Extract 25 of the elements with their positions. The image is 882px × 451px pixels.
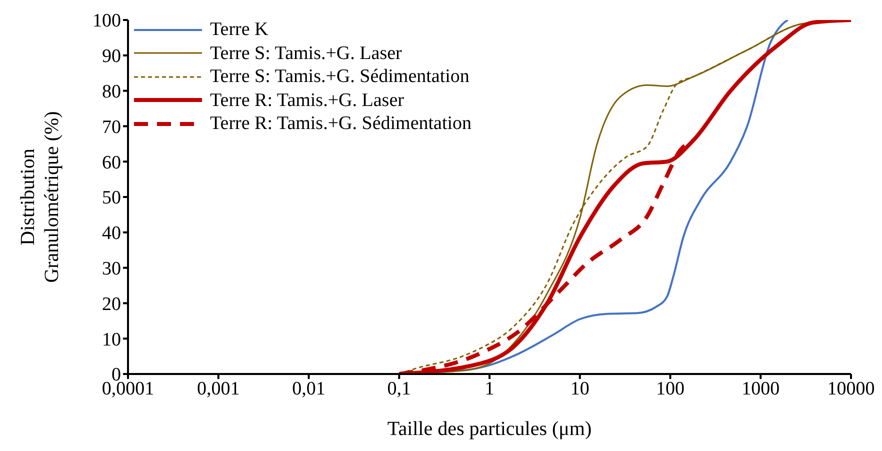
- legend-label: Terre S: Tamis.+G. Laser: [210, 42, 402, 65]
- legend-label: Terre K: [210, 18, 268, 42]
- x-tick-label: 0,1: [387, 378, 411, 400]
- y-tick-label: 20: [102, 294, 121, 315]
- y-tick-label: 60: [102, 152, 121, 174]
- x-tick-label: 0,01: [292, 378, 326, 400]
- y-tick-label: 70: [102, 116, 121, 138]
- y-tick-label: 30: [102, 258, 121, 280]
- x-tick-label: 1: [484, 378, 494, 400]
- x-tick-label: 1000: [742, 378, 780, 400]
- x-tick-label: 0,001: [197, 378, 240, 400]
- y-tick-label: 100: [92, 10, 121, 32]
- y-tick-label: 80: [102, 82, 121, 103]
- legend-label: Terre R: Tamis.+G. Laser: [210, 88, 404, 112]
- y-axis-title: Distribution Granulométrique (%): [17, 111, 63, 283]
- legend-label: Terre R: Tamis.+G. Sédimentation: [210, 112, 472, 136]
- y-tick-label: 40: [102, 223, 121, 244]
- y-tick-label: 10: [102, 329, 121, 350]
- x-axis-title: Taille des particules (μm): [387, 418, 592, 440]
- x-tick-label: 10000: [827, 378, 875, 400]
- x-tick-label: 100: [656, 378, 684, 400]
- x-tick-label: 10: [570, 378, 590, 400]
- legend-label: Terre S: Tamis.+G. Sédimentation: [210, 65, 470, 88]
- y-tick-label: 50: [102, 188, 121, 209]
- y-tick-label: 90: [102, 46, 121, 68]
